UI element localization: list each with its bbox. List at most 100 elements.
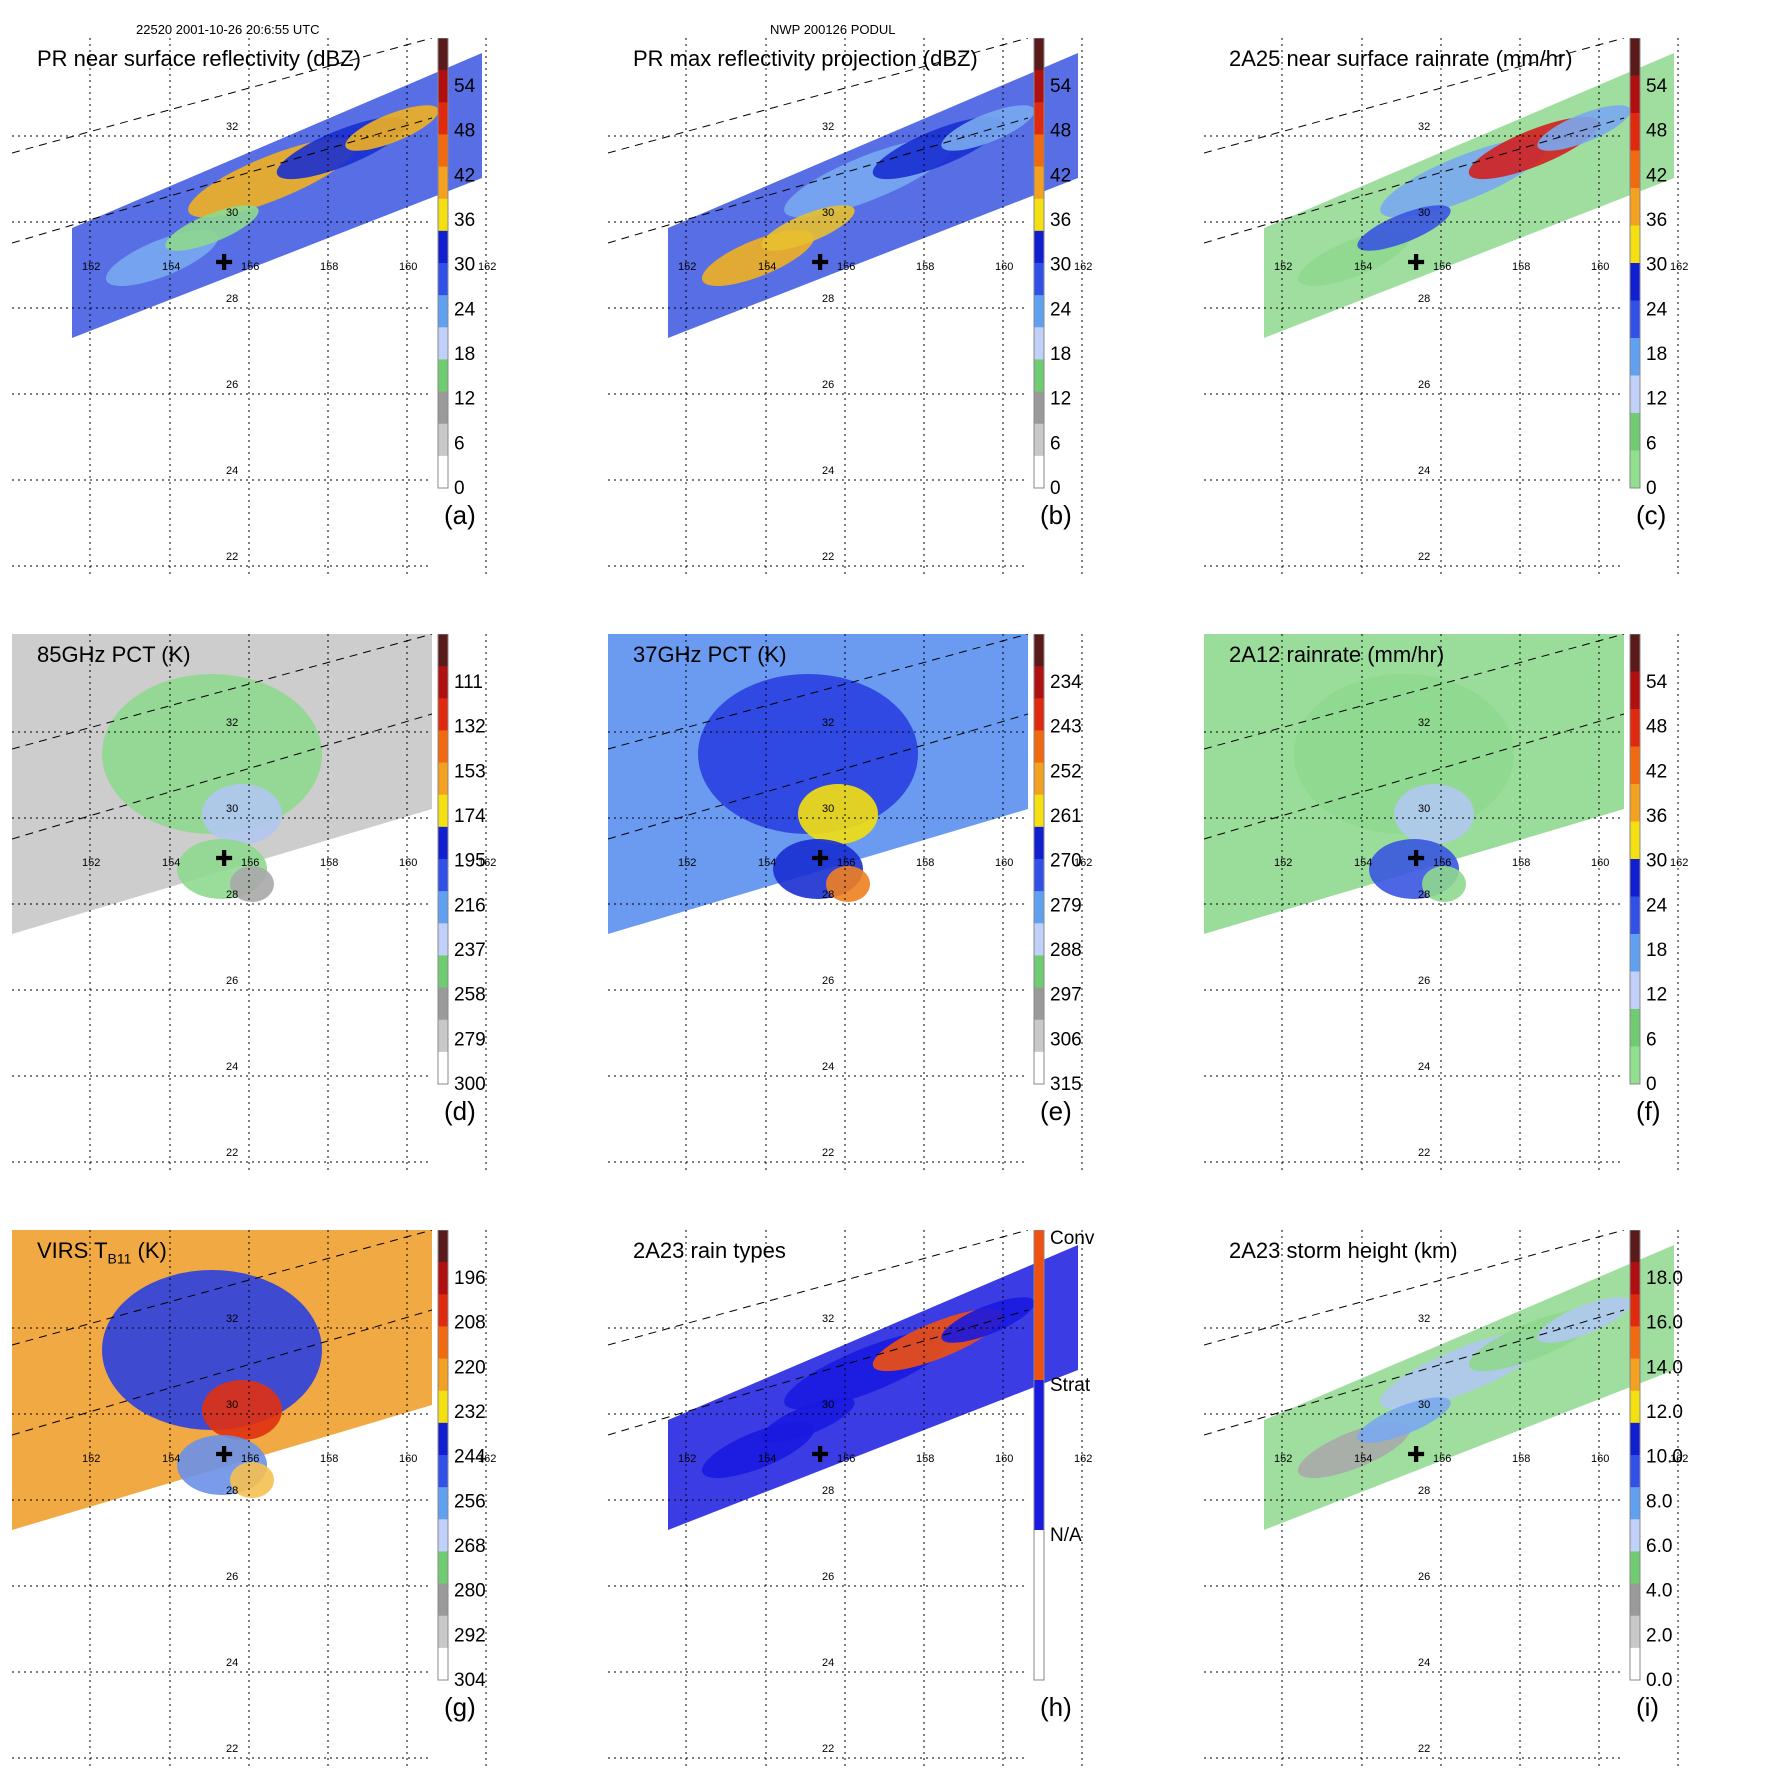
lon-label: 156 (241, 1453, 259, 1465)
lat-label: 28 (822, 1485, 834, 1497)
lon-label: 156 (1433, 261, 1451, 273)
colorbar-segment (438, 423, 448, 457)
colorbar-segment (1034, 1530, 1044, 1681)
colorbar-segment (438, 1455, 448, 1488)
colorbar-segment (1034, 198, 1044, 232)
lat-label: 24 (226, 1657, 238, 1669)
lon-label: 160 (1591, 1453, 1609, 1465)
colorbar-tick-label: 6 (1050, 433, 1061, 454)
colorbar-segment (438, 730, 448, 764)
plot-area (608, 1230, 1078, 1530)
colorbar-segment (1630, 1358, 1640, 1392)
colorbar-tick-label: 48 (1646, 121, 1667, 142)
lon-label: 158 (1512, 1453, 1530, 1465)
colorbar-tick-label: 42 (1050, 165, 1071, 186)
colorbar-tick-label: 2.0 (1646, 1625, 1672, 1646)
map-e: 152 154 156 158 160 162 32 30 28 26 24 22 ✚ 234 243 252… (608, 634, 1092, 1174)
lat-label: 32 (1418, 121, 1430, 133)
colorbar-segment (438, 859, 448, 892)
colorbar-segment (438, 1262, 448, 1295)
panel-letter: (a) (444, 500, 476, 530)
colorbar-tick-label: 30 (1646, 851, 1667, 872)
lat-label: 26 (1418, 1571, 1430, 1583)
colorbar-tick-label: 24 (454, 299, 476, 320)
colorbar-segment (1034, 359, 1044, 393)
graticule (1204, 38, 1679, 578)
colorbar-tick-label: 244 (454, 1447, 486, 1468)
graticule (608, 38, 1083, 578)
colorbar-segment (1034, 730, 1044, 764)
colorbar-segment (438, 230, 448, 264)
colorbar-segment (438, 198, 448, 232)
precip-patch (761, 205, 855, 251)
colorbar-tick-label: 270 (1050, 851, 1082, 872)
precip-patch (202, 784, 282, 844)
lon-label: 152 (678, 261, 696, 273)
colorbar-segment (1630, 1262, 1640, 1295)
colorbar-segment (1630, 746, 1640, 785)
graticule (12, 1230, 487, 1770)
colorbar-tick-label: 208 (454, 1313, 486, 1334)
panel-letter: (b) (1040, 500, 1072, 530)
lon-label: 156 (837, 261, 855, 273)
lat-label: 22 (822, 551, 834, 563)
colorbar: 18.0 16.0 14.0 12.0 10.0 8.0 6.0 4.0 2.0 0.0 (1629, 1230, 1683, 1691)
colorbar: 234 243 252 261 270 279 288 297 306 315 (1033, 634, 1082, 1095)
colorbar-segment (438, 38, 448, 71)
lat-label: 32 (1418, 717, 1430, 729)
lon-label: 152 (82, 1453, 100, 1465)
lon-label: 160 (399, 261, 417, 273)
lon-label: 160 (399, 1453, 417, 1465)
colorbar-segment (438, 826, 448, 860)
colorbar-tick-label: 18 (1646, 940, 1667, 961)
lat-label: 32 (226, 1313, 238, 1325)
panel-letter: (i) (1636, 1692, 1660, 1722)
lon-label: 158 (916, 261, 934, 273)
colorbar-segment (1034, 102, 1044, 135)
colorbar-segment (1630, 784, 1640, 822)
panel-f: 152 154 156 158 160 162 32 30 28 26 24 22 ✚ 54 48 42 36 3… (1204, 634, 1764, 1194)
storm-center-icon: ✚ (811, 251, 829, 276)
panel-c: 152 154 156 158 160 162 32 30 28 26 24 22 ✚ 54 48 42 36 3… (1204, 38, 1764, 598)
colorbar-tick-label: 258 (454, 985, 486, 1006)
storm-center-icon: ✚ (811, 847, 829, 872)
colorbar-segment (438, 1519, 448, 1552)
lon-label: 152 (82, 261, 100, 273)
colorbar-tick-label: 12.0 (1646, 1402, 1683, 1423)
lon-label: 156 (241, 261, 259, 273)
lat-label: 26 (1418, 379, 1430, 391)
colorbar-tick-label: 6 (454, 433, 465, 454)
colorbar-segment (438, 666, 448, 699)
colorbar-segment (438, 1487, 448, 1520)
precip-patch (1394, 784, 1474, 844)
panel-letter: (f) (1636, 1096, 1661, 1126)
colorbar-tick-label: 288 (1050, 940, 1082, 961)
storm-center-icon: ✚ (1407, 847, 1425, 872)
colorbar-tick-label: 234 (1050, 672, 1082, 693)
colorbar-tick-label: 304 (454, 1670, 486, 1691)
lat-label: 30 (226, 1399, 238, 1411)
lat-label: 24 (822, 1061, 834, 1073)
lon-label: 162 (478, 261, 496, 273)
colorbar: 54 48 42 36 30 24 18 12 6 0 (1033, 38, 1072, 499)
lat-label: 30 (822, 803, 834, 815)
graticule (608, 634, 1083, 1174)
colorbar-tick-label: 54 (1646, 76, 1668, 97)
orbit-info: 22520 2001-10-26 20:6:55 UTC (136, 22, 320, 37)
map-h: 152 154 156 158 160 162 32 30 28 26 24 22 ✚ Conv Strat… (608, 1230, 1095, 1770)
colorbar-segment (1034, 70, 1044, 103)
precip-patch (230, 1462, 274, 1498)
colorbar-segment (438, 1230, 448, 1263)
lon-label: 158 (320, 1453, 338, 1465)
precip-patch (941, 105, 1035, 151)
colorbar-segment (438, 923, 448, 956)
colorbar-tick-label: 6.0 (1646, 1536, 1672, 1557)
map-i: 152 154 156 158 160 162323028262422✚18.016.01… (1204, 1230, 1688, 1770)
colorbar-tick-label: 54 (1646, 672, 1668, 693)
panel-i: 152 154 156 158 160 162 32 30 28 26 24 22 ✚ 18.0 16.0 1… (1204, 1230, 1764, 1790)
colorbar-tick-label: 8.0 (1646, 1491, 1672, 1512)
panel-title: 85GHz PCT (K) (37, 642, 191, 667)
precip-patch (826, 866, 870, 902)
colorbar-tick-label: 4.0 (1646, 1581, 1672, 1602)
precip-patch (1357, 205, 1451, 251)
